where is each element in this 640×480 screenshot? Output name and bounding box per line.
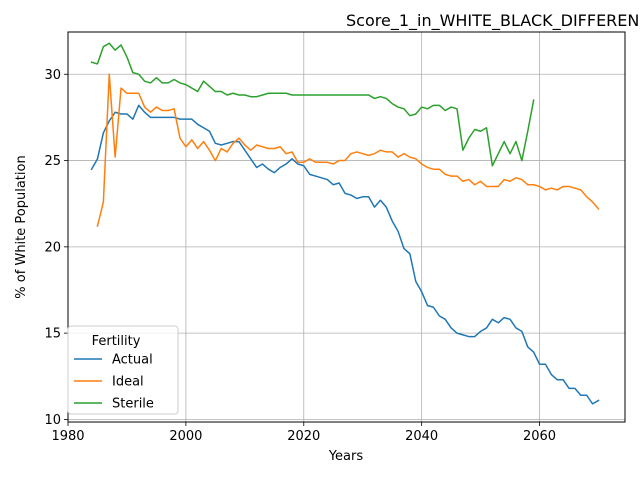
legend-title: Fertility <box>92 334 141 349</box>
plot-frame <box>67 31 626 423</box>
chart-title: Score_1_in_WHITE_BLACK_DIFFERENCE_RICH_f… <box>346 11 640 31</box>
x-tick-label: 1980 <box>51 429 84 444</box>
x-axis-label: Years <box>328 449 364 464</box>
legend-label-ideal: Ideal <box>112 375 144 390</box>
axis-ticks: 1980 2000 2020 2040 2060 10 15 20 25 30 <box>44 68 556 444</box>
grid <box>67 32 625 422</box>
series-line-sterile <box>90 42 535 167</box>
legend: Fertility Actual Ideal Sterile <box>67 325 179 415</box>
legend-items: Actual Ideal Sterile <box>74 353 154 412</box>
legend-box <box>67 325 179 415</box>
y-tick-label: 10 <box>44 413 61 428</box>
x-tick-label: 2020 <box>287 429 320 444</box>
x-tick-label: 2000 <box>169 429 202 444</box>
y-axis-label: % of White Population <box>14 155 29 298</box>
legend-label-actual: Actual <box>112 353 153 368</box>
x-tick-label: 2060 <box>523 429 556 444</box>
y-tick-label: 15 <box>44 327 61 342</box>
series-line-ideal <box>96 73 600 228</box>
legend-label-sterile: Sterile <box>112 397 154 412</box>
x-tick-label: 2040 <box>405 429 438 444</box>
y-tick-label: 20 <box>44 240 61 255</box>
series-lines <box>90 42 600 405</box>
y-tick-label: 30 <box>44 68 61 83</box>
y-tick-label: 25 <box>44 154 61 169</box>
